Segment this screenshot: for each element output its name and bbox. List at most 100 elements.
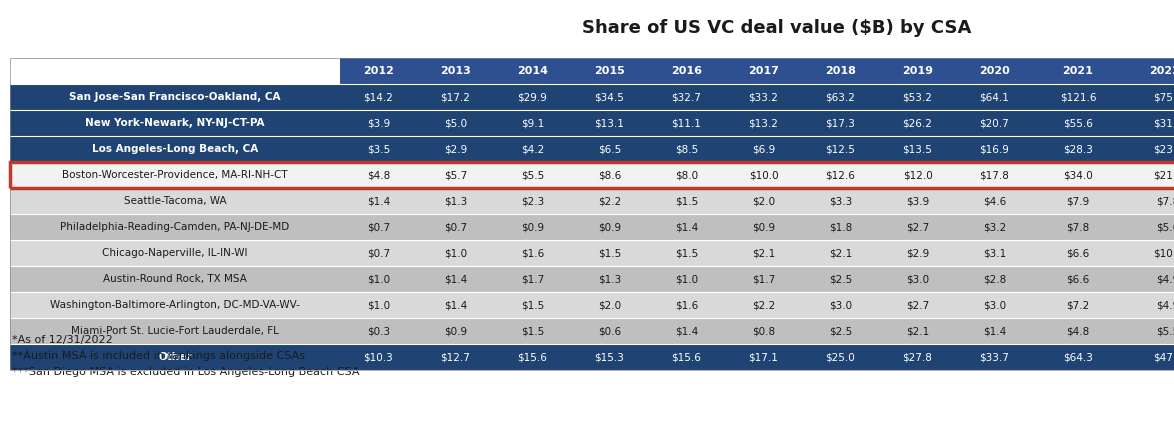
Text: Washington-Baltimore-Arlington, DC-MD-VA-WV-: Washington-Baltimore-Arlington, DC-MD-VA… — [50, 300, 299, 310]
Bar — [340, 240, 1174, 266]
Text: $10.3: $10.3 — [364, 352, 393, 362]
Text: $5.6: $5.6 — [1156, 222, 1174, 232]
Bar — [11, 292, 340, 318]
Text: $2.7: $2.7 — [906, 300, 929, 310]
Text: $47.8: $47.8 — [1153, 352, 1174, 362]
Text: $3.3: $3.3 — [829, 196, 852, 206]
Text: $16.9: $16.9 — [979, 144, 1010, 154]
Text: $1.0: $1.0 — [367, 274, 390, 284]
Bar — [340, 292, 1174, 318]
Text: $15.6: $15.6 — [672, 352, 701, 362]
Text: $17.2: $17.2 — [440, 92, 471, 102]
Text: $15.3: $15.3 — [594, 352, 625, 362]
Text: $5.5: $5.5 — [1156, 326, 1174, 336]
Text: $0.7: $0.7 — [444, 222, 467, 232]
Text: $7.9: $7.9 — [1066, 196, 1089, 206]
Text: $34.0: $34.0 — [1064, 170, 1093, 180]
Text: $1.3: $1.3 — [444, 196, 467, 206]
Text: $8.5: $8.5 — [675, 144, 699, 154]
Text: $1.7: $1.7 — [521, 274, 544, 284]
Text: $2.5: $2.5 — [829, 326, 852, 336]
Text: $13.5: $13.5 — [903, 144, 932, 154]
Text: $121.6: $121.6 — [1060, 92, 1097, 102]
Text: $2.9: $2.9 — [444, 144, 467, 154]
Text: Philadelphia-Reading-Camden, PA-NJ-DE-MD: Philadelphia-Reading-Camden, PA-NJ-DE-MD — [60, 222, 290, 232]
Text: $34.5: $34.5 — [594, 92, 625, 102]
Text: *As of 12/31/2022: *As of 12/31/2022 — [12, 335, 113, 345]
Text: $1.3: $1.3 — [598, 274, 621, 284]
Text: $20.7: $20.7 — [979, 118, 1010, 128]
Text: $3.0: $3.0 — [983, 300, 1006, 310]
Text: $63.2: $63.2 — [825, 92, 856, 102]
Text: $1.4: $1.4 — [675, 326, 699, 336]
Text: $1.8: $1.8 — [829, 222, 852, 232]
Text: Other: Other — [158, 352, 191, 362]
Text: $28.3: $28.3 — [1064, 144, 1093, 154]
Text: Boston-Worcester-Providence, MA-RI-NH-CT: Boston-Worcester-Providence, MA-RI-NH-CT — [62, 170, 288, 180]
Text: $12.6: $12.6 — [825, 170, 856, 180]
Text: $64.1: $64.1 — [979, 92, 1010, 102]
Text: $1.4: $1.4 — [444, 274, 467, 284]
Text: $1.5: $1.5 — [521, 300, 544, 310]
Text: 2012: 2012 — [363, 66, 394, 76]
Text: **Austin MSA is included in rankings alongside CSAs: **Austin MSA is included in rankings alo… — [12, 351, 305, 361]
Text: $1.0: $1.0 — [675, 274, 699, 284]
Bar — [340, 162, 1174, 188]
Text: $2.1: $2.1 — [829, 248, 852, 258]
Bar — [11, 188, 340, 214]
Text: $33.7: $33.7 — [979, 352, 1010, 362]
Text: $2.0: $2.0 — [751, 196, 775, 206]
Text: 2016: 2016 — [672, 66, 702, 76]
Text: Seattle-Tacoma, WA: Seattle-Tacoma, WA — [123, 196, 227, 206]
Text: $1.5: $1.5 — [521, 326, 544, 336]
Text: $0.7: $0.7 — [367, 222, 390, 232]
Text: $4.9: $4.9 — [1156, 300, 1174, 310]
Text: Austin-Round Rock, TX MSA: Austin-Round Rock, TX MSA — [103, 274, 247, 284]
Bar — [340, 344, 1174, 370]
Text: $17.8: $17.8 — [979, 170, 1010, 180]
Text: $31.4: $31.4 — [1153, 118, 1174, 128]
Text: San Jose-San Francisco-Oakland, CA: San Jose-San Francisco-Oakland, CA — [69, 92, 281, 102]
Bar — [340, 58, 1174, 84]
Text: $12.7: $12.7 — [440, 352, 471, 362]
Text: $12.0: $12.0 — [903, 170, 932, 180]
Bar — [11, 136, 340, 162]
Text: $0.9: $0.9 — [444, 326, 467, 336]
Text: $1.5: $1.5 — [675, 196, 699, 206]
Text: $26.2: $26.2 — [903, 118, 932, 128]
Text: $25.0: $25.0 — [825, 352, 856, 362]
Text: $1.4: $1.4 — [983, 326, 1006, 336]
Bar — [340, 266, 1174, 292]
Text: $1.0: $1.0 — [367, 300, 390, 310]
Bar — [11, 110, 340, 136]
Text: $1.4: $1.4 — [675, 222, 699, 232]
Text: $75.4: $75.4 — [1153, 92, 1174, 102]
Text: $32.7: $32.7 — [672, 92, 701, 102]
Text: $13.1: $13.1 — [594, 118, 625, 128]
Text: $6.5: $6.5 — [598, 144, 621, 154]
Text: $2.2: $2.2 — [751, 300, 775, 310]
Text: 2017: 2017 — [748, 66, 778, 76]
Text: $5.0: $5.0 — [444, 118, 467, 128]
Text: $1.5: $1.5 — [675, 248, 699, 258]
Bar — [340, 318, 1174, 344]
Text: $8.6: $8.6 — [598, 170, 621, 180]
Text: $11.1: $11.1 — [672, 118, 701, 128]
Text: $3.9: $3.9 — [906, 196, 929, 206]
Text: 2015: 2015 — [594, 66, 625, 76]
Text: $0.6: $0.6 — [598, 326, 621, 336]
Text: $8.0: $8.0 — [675, 170, 699, 180]
Text: $1.4: $1.4 — [366, 196, 390, 206]
Bar — [11, 162, 1174, 188]
Text: 2022*: 2022* — [1149, 66, 1174, 76]
Text: Miami-Port St. Lucie-Fort Lauderdale, FL: Miami-Port St. Lucie-Fort Lauderdale, FL — [72, 326, 279, 336]
Text: $1.6: $1.6 — [521, 248, 544, 258]
Text: 2019: 2019 — [902, 66, 933, 76]
Text: 2018: 2018 — [825, 66, 856, 76]
Text: $23.3: $23.3 — [1153, 144, 1174, 154]
Bar — [340, 214, 1174, 240]
Text: $1.0: $1.0 — [444, 248, 467, 258]
Text: $17.3: $17.3 — [825, 118, 856, 128]
Text: $15.6: $15.6 — [518, 352, 547, 362]
Bar — [11, 318, 340, 344]
